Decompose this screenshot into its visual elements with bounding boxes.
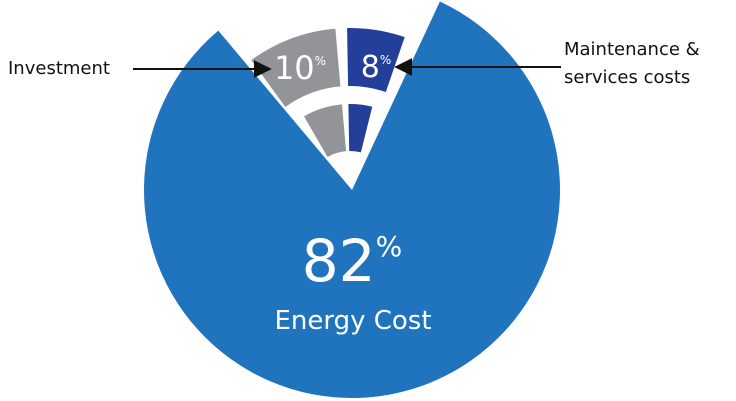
energy-cost-label: Energy Cost: [274, 306, 431, 336]
energy-cost-value-label: 82%: [302, 227, 402, 295]
investment-callout-label: Investment: [8, 58, 110, 79]
maintenance-slice-inner: [348, 103, 373, 153]
maintenance-callout-label-line-1: Maintenance &: [564, 39, 700, 60]
maintenance-callout-label-line-2: services costs: [564, 67, 690, 88]
investment-slice-inner: [304, 104, 347, 158]
energy-cost-slice: [143, 1, 560, 399]
maintenance-slice-outer: [347, 28, 405, 92]
investment-value-label: 10%: [274, 49, 326, 87]
investment-slice-outer: [251, 28, 341, 108]
maintenance-value-label: 8%: [361, 50, 392, 85]
